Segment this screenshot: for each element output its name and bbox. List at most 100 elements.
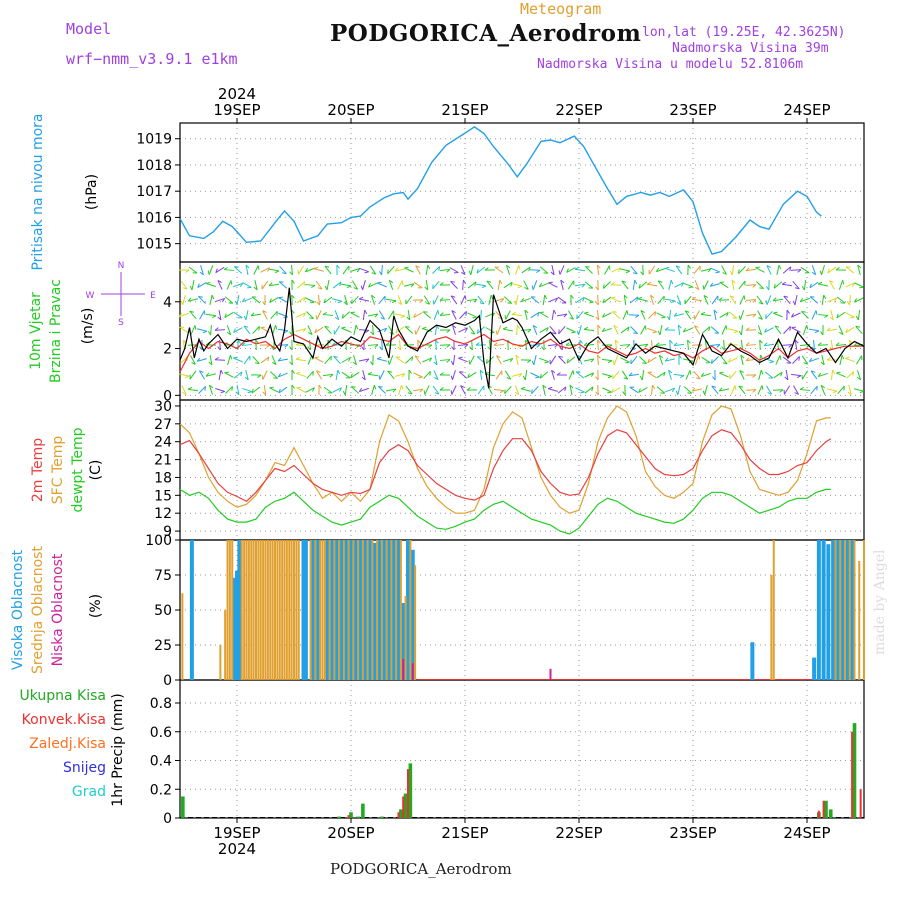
- wind-arrow-head: [310, 301, 315, 304]
- wind-arrow: [255, 339, 257, 351]
- wind-arrow: [271, 355, 277, 365]
- wind-arrow-head: [582, 297, 585, 302]
- wind-arrow: [677, 324, 681, 336]
- wind-arrow: [709, 343, 721, 347]
- wind-arrow-head: [217, 316, 222, 321]
- date-label-bottom: 20SEP: [327, 824, 374, 842]
- wind-arrow: [335, 369, 339, 381]
- wind-arrow-head: [336, 264, 340, 269]
- wind-arrow-head: [235, 391, 240, 396]
- wind-arrow: [250, 313, 262, 317]
- wind-arrow: [236, 294, 240, 306]
- wind-arrow-head: [679, 375, 685, 379]
- wind-arrow-head: [506, 264, 511, 269]
- wind-arrow: [245, 370, 249, 380]
- cloud-mid-bar: [321, 540, 324, 680]
- wind-arrow-head: [502, 326, 508, 330]
- wind-arrow-head: [199, 346, 203, 351]
- wind-arrow: [395, 268, 405, 272]
- wind-arrow: [341, 357, 351, 363]
- wind-arrow-head: [687, 339, 691, 344]
- wind-arrow: [793, 385, 799, 395]
- wind-arrow-head: [613, 325, 618, 328]
- wind-arrow: [197, 281, 207, 289]
- wind-arrow: [350, 312, 360, 318]
- wind-arrow-head: [738, 269, 740, 274]
- wind-arrow: [684, 295, 692, 305]
- wind-arrow-head: [253, 286, 258, 291]
- wind-arrow-head: [481, 285, 487, 289]
- wind-arrow-head: [339, 387, 342, 392]
- wind-arrow: [821, 294, 825, 306]
- wind-arrow-head: [434, 376, 439, 380]
- wind-arrow: [208, 265, 214, 275]
- wind-arrow-head: [428, 357, 432, 362]
- wind-arrow-head: [355, 324, 359, 330]
- wind-arrow-head: [211, 294, 215, 300]
- wind-arrow-head: [350, 373, 353, 378]
- wind-arrow: [821, 355, 825, 365]
- wind-arrow-head: [387, 360, 390, 365]
- wind-arrow-head: [637, 296, 643, 300]
- wind-arrow: [466, 298, 478, 302]
- wind-arrow: [755, 267, 765, 273]
- wind-arrow-head: [597, 339, 601, 344]
- wind-arrow-head: [289, 346, 293, 351]
- wind-arrow: [548, 388, 558, 392]
- wind-arrow-head: [361, 376, 366, 381]
- wind-arrow: [561, 339, 563, 351]
- wind-arrow-head: [845, 328, 848, 333]
- compass-s: S: [118, 318, 124, 328]
- wind-arrow: [243, 325, 251, 335]
- wind-arrow: [785, 369, 789, 381]
- wind-arrow-head: [392, 388, 397, 393]
- wind-arrow-head: [535, 376, 540, 379]
- wind-arrow-head: [789, 326, 791, 331]
- wind-arrow-head: [622, 391, 626, 396]
- cloud-high-bar: [816, 540, 821, 680]
- wind-arrow-head: [289, 361, 293, 366]
- cloud-mid-bar: [848, 540, 851, 680]
- wind-arrow: [344, 295, 348, 305]
- wind-arrow: [475, 283, 487, 287]
- wind-arrow: [432, 385, 440, 395]
- wind-arrow: [809, 357, 819, 363]
- wind-arrow-head: [207, 270, 210, 275]
- wind-arrow-head: [857, 264, 862, 269]
- wind-arrow-head: [711, 385, 717, 388]
- wind-arrow: [368, 282, 378, 288]
- wind-arrow-head: [569, 384, 574, 389]
- wind-arrow: [315, 280, 323, 290]
- wind-arrow-head: [546, 327, 549, 332]
- wind-arrow-head: [439, 387, 444, 391]
- wind-arrow: [542, 294, 546, 306]
- wind-arrow-head: [425, 302, 430, 305]
- wind-arrow-head: [418, 376, 423, 379]
- wind-arrow: [657, 295, 665, 305]
- wind-arrow: [521, 297, 531, 303]
- wind-arrow: [493, 388, 505, 392]
- dewpt-temp-line: [179, 488, 831, 535]
- wind-arrow-head: [566, 268, 569, 273]
- wind-arrow-head: [407, 392, 413, 395]
- cloud-mid-bar: [404, 596, 407, 680]
- wind-arrow: [332, 298, 342, 302]
- wind-arrow-head: [842, 280, 845, 285]
- wind-arrow: [277, 344, 289, 346]
- wind-arrow: [305, 297, 315, 303]
- wind-arrow: [467, 312, 477, 318]
- wind-arrow-head: [826, 327, 831, 332]
- wind-arrow: [251, 386, 261, 394]
- wind-arrow-head: [464, 344, 469, 348]
- cloud-high-bar: [406, 540, 410, 680]
- cloud-high-bar: [850, 540, 855, 680]
- wind-arrow: [855, 325, 863, 335]
- wind-arrow: [630, 326, 638, 334]
- wind-arrow: [190, 325, 196, 335]
- wind-arrow: [403, 344, 415, 346]
- wind-arrow-head: [364, 271, 369, 274]
- cloud-high-bar: [410, 549, 415, 680]
- wind-arrow: [180, 280, 188, 290]
- wind-arrow-head: [367, 371, 373, 375]
- wind-arrow: [638, 298, 648, 302]
